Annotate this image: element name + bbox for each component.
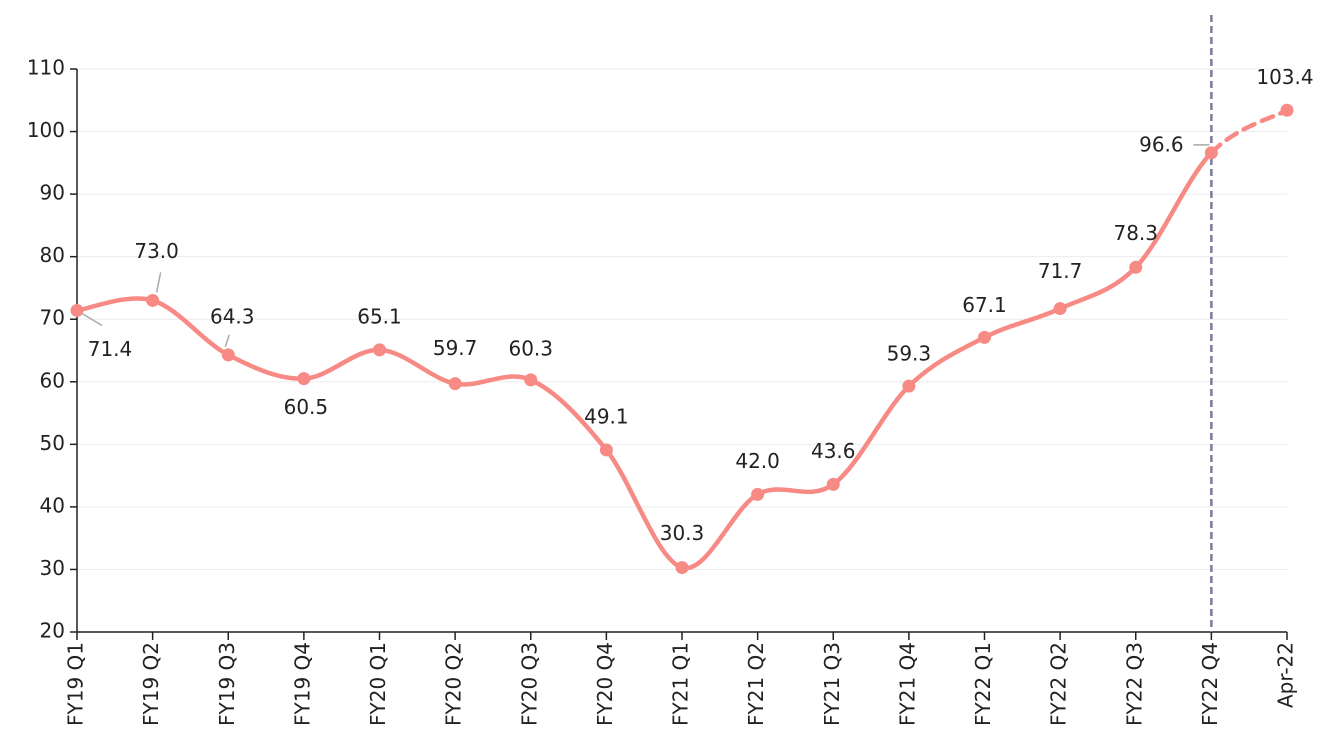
- data-label: 71.4: [88, 337, 133, 361]
- point: [448, 377, 462, 391]
- y-tick-label: 20: [40, 619, 65, 643]
- point: [978, 330, 991, 344]
- x-tick-label: FY20 Q1: [366, 642, 390, 726]
- data-label: 59.3: [887, 342, 932, 366]
- leader-line: [155, 272, 162, 293]
- y-tick-label: 40: [40, 493, 65, 517]
- y-tick-label: 60: [40, 368, 65, 392]
- data-label: 42.0: [735, 449, 780, 473]
- data-label: 103.4: [1256, 65, 1313, 89]
- point: [1280, 103, 1294, 117]
- point: [1129, 260, 1143, 274]
- x-tick-label: FY22 Q2: [1047, 642, 1071, 726]
- data-label: 64.3: [210, 304, 255, 328]
- x-tick-label: FY21 Q4: [895, 642, 919, 726]
- y-tick-label: 80: [40, 243, 65, 267]
- leader-line: [224, 334, 230, 348]
- x-tick-label: FY21 Q2: [744, 642, 768, 726]
- data-label: 96.6: [1139, 132, 1184, 156]
- y-tick-label: 70: [40, 306, 65, 330]
- x-tick-label: FY22 Q4: [1198, 642, 1222, 726]
- x-tick-label: FY21 Q3: [820, 642, 844, 726]
- point: [1053, 302, 1067, 316]
- x-tick-label: FY19 Q4: [290, 642, 314, 726]
- data-label: 49.1: [584, 404, 629, 428]
- data-label: 73.0: [134, 239, 179, 263]
- data-label: 60.3: [508, 336, 553, 360]
- data-label: 65.1: [357, 304, 402, 328]
- data-label: 71.7: [1038, 259, 1083, 283]
- data-label: 30.3: [660, 521, 705, 545]
- point: [297, 372, 311, 386]
- point: [146, 293, 160, 307]
- x-tick-label: FY19 Q1: [64, 642, 88, 726]
- y-tick-label: 110: [27, 56, 65, 80]
- data-label: 67.1: [962, 293, 1007, 317]
- data-label: 78.3: [1113, 221, 1158, 245]
- x-tick-label: FY20 Q2: [442, 642, 466, 726]
- point: [826, 477, 840, 491]
- point: [373, 343, 386, 357]
- line: [74, 150, 1214, 571]
- data-label: 60.5: [284, 395, 329, 419]
- data-label: 59.7: [433, 336, 478, 360]
- point: [675, 561, 689, 575]
- data-label: 43.6: [811, 439, 856, 463]
- point: [70, 303, 84, 317]
- y-tick-label: 100: [27, 118, 65, 142]
- x-tick-label: FY19 Q2: [139, 642, 163, 726]
- point: [1204, 146, 1218, 160]
- x-tick-label: FY22 Q1: [971, 642, 995, 726]
- x-tick-label: FY20 Q3: [517, 642, 541, 726]
- x-tick-label: Apr-22: [1274, 642, 1298, 708]
- point: [524, 373, 538, 387]
- point: [751, 487, 765, 501]
- point: [902, 379, 916, 393]
- y-tick-label: 50: [40, 431, 65, 455]
- y-tick-label: 90: [40, 181, 65, 205]
- leader-line: [81, 312, 103, 327]
- y-tick-label: 30: [40, 556, 65, 580]
- x-tick-label: FY22 Q3: [1122, 642, 1146, 726]
- x-tick-label: FY19 Q3: [215, 642, 239, 726]
- point: [221, 348, 235, 362]
- point: [599, 443, 613, 457]
- x-tick-label: FY20 Q4: [593, 642, 617, 726]
- x-tick-label: FY21 Q1: [669, 642, 693, 726]
